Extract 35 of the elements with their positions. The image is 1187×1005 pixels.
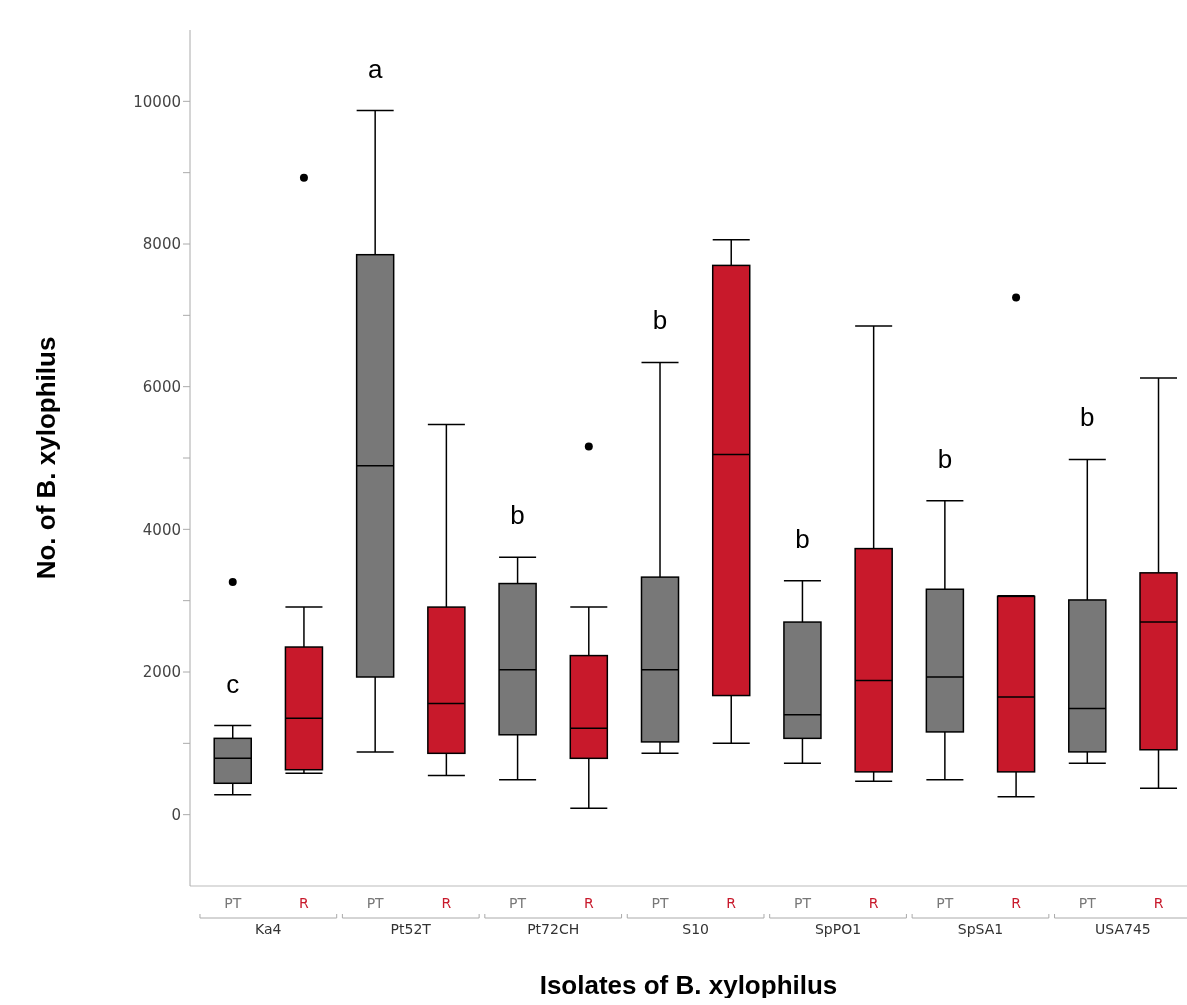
text: R [1011,895,1021,911]
x-tick-label: S10 [682,921,709,937]
y-axis-title: No. of B. xylophilus [31,336,62,580]
x-tick-label: Ka4 [255,921,282,937]
annotation: b [652,305,668,336]
x-tick-label: USA745 [1095,921,1151,937]
text: R [726,895,737,911]
text: R [441,895,452,911]
text: R [299,895,309,911]
y-tick-label: 0 [171,805,181,824]
x-tick-label: Pt72CH [527,921,580,937]
text: PT [651,895,669,911]
text: PT [936,895,954,911]
text: PT [224,895,242,911]
x-tick-label: SpSA1 [957,921,1004,937]
x-tick-label: Pt52T [390,921,432,937]
annotation: b [937,443,953,474]
y-tick-label: 8000 [142,235,181,254]
y-tick-label: 10000 [133,92,181,111]
annotation: b [510,500,525,531]
y-tick-label: 2000 [142,663,181,682]
text: R [1153,895,1164,911]
y-tick-label: 6000 [142,377,181,396]
text: PT [1078,895,1096,911]
annotation: b [1080,402,1095,433]
x-tick-label: SpPO1 [814,921,862,937]
y-tick-label: 4000 [142,520,181,539]
text: R [583,895,594,911]
text: PT [793,895,811,911]
annotation: a [367,53,383,84]
text: PT [509,895,527,911]
annotation: b [795,523,810,554]
text: PT [366,895,384,911]
annotation: c [226,668,240,699]
text: R [868,895,879,911]
